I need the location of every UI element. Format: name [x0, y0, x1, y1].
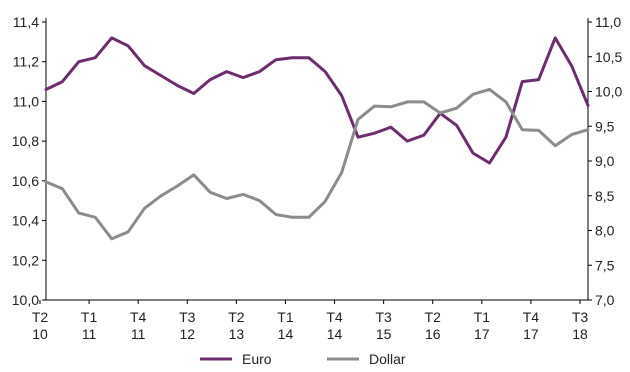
- left-tick-label: 10,6: [12, 173, 39, 189]
- x-tick-label-year: 14: [278, 326, 294, 342]
- right-axis-ticks: 7,0 7,5 8,0 8,5 9,0 9,5 10,0 10,5 11,0: [588, 14, 622, 308]
- x-tick-label-quarter: T3: [179, 309, 196, 325]
- x-tick-label-year: 10: [32, 326, 48, 342]
- x-tick-label-quarter: T3: [572, 309, 589, 325]
- x-tick-label-quarter: T1: [277, 309, 294, 325]
- series-line-dollar: [44, 87, 590, 241]
- x-tick-label-year: 17: [474, 326, 490, 342]
- series-line-euro: [44, 36, 590, 165]
- left-tick-label: 10,8: [12, 133, 39, 149]
- legend: Euro Dollar: [200, 351, 406, 367]
- axes-group: [45, 18, 589, 301]
- right-tick-label: 9,0: [595, 153, 615, 169]
- x-tick-label-year: 11: [131, 326, 146, 342]
- right-tick-label: 7,0: [595, 292, 615, 308]
- left-tick-label: 11,4: [13, 14, 39, 30]
- left-tick-label: 10,4: [12, 213, 39, 229]
- x-tick-label-quarter: T4: [326, 309, 343, 325]
- x-tick-label-quarter: T1: [81, 309, 98, 325]
- right-tick-label: 11,0: [595, 14, 621, 30]
- x-tick-label-quarter: T2: [32, 309, 49, 325]
- left-axis-ticks: 10,0 10,2 10,4 10,6 10,8 11,0 11,2 11,4: [12, 14, 46, 308]
- x-tick-label-year: 12: [179, 326, 195, 342]
- x-tick-label-quarter: T1: [474, 309, 491, 325]
- right-tick-label: 10,0: [595, 84, 622, 100]
- x-tick-label-year: 15: [376, 326, 392, 342]
- legend-label-dollar: Dollar: [369, 351, 406, 367]
- x-tick-label-year: 14: [327, 326, 343, 342]
- x-tick-label-year: 11: [82, 326, 97, 342]
- right-tick-label: 8,0: [595, 223, 615, 239]
- left-tick-label: 10,2: [12, 252, 39, 268]
- right-tick-label: 7,5: [595, 257, 615, 273]
- x-axis-ticks: T210T111T411T312T213T114T414T315T216T117…: [32, 300, 589, 342]
- x-tick-label-quarter: T4: [130, 309, 147, 325]
- x-tick-label-quarter: T4: [523, 309, 540, 325]
- series-lines: [44, 36, 590, 241]
- right-tick-label: 8,5: [595, 188, 615, 204]
- legend-label-euro: Euro: [242, 351, 272, 367]
- x-tick-label-year: 13: [229, 326, 245, 342]
- right-tick-label: 9,5: [595, 118, 615, 134]
- x-tick-label-quarter: T3: [375, 309, 392, 325]
- right-tick-label: 10,5: [595, 49, 622, 65]
- x-tick-label-year: 17: [523, 326, 539, 342]
- x-tick-label-year: 16: [425, 326, 441, 342]
- left-tick-label: 10,0: [12, 292, 39, 308]
- left-tick-label: 11,0: [13, 93, 39, 109]
- x-tick-label-quarter: T2: [228, 309, 245, 325]
- x-tick-label-year: 18: [572, 326, 588, 342]
- x-tick-label-quarter: T2: [425, 309, 442, 325]
- left-tick-label: 11,2: [13, 54, 39, 70]
